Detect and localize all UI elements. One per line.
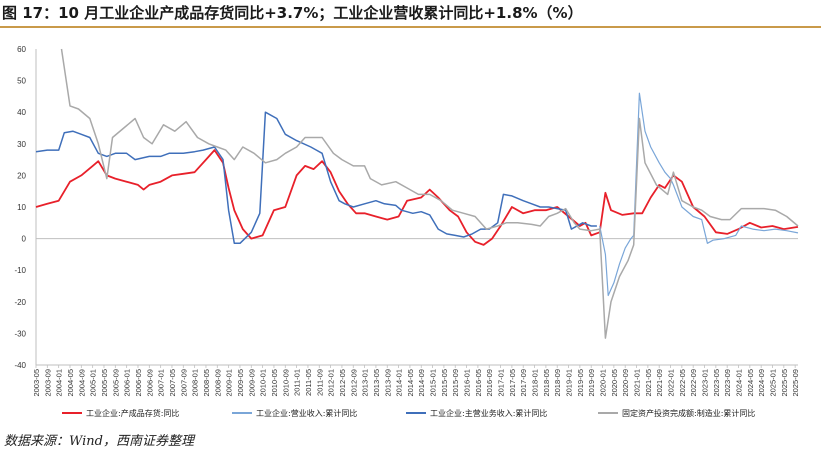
x-tick-label: 2019-01 — [565, 369, 574, 397]
series-line-1 — [35, 149, 799, 246]
series-line-4 — [60, 48, 799, 339]
y-tick-label: 20 — [17, 171, 26, 180]
x-tick-label: 2013-09 — [383, 369, 392, 397]
x-tick-label: 2017-01 — [497, 369, 506, 397]
x-tick-label: 2019-09 — [587, 369, 596, 397]
x-tick-label: 2021-05 — [644, 369, 653, 397]
x-tick-label: 2007-09 — [179, 369, 188, 397]
x-tick-label: 2013-05 — [372, 369, 381, 397]
x-tick-label: 2015-01 — [429, 369, 438, 397]
x-tick-label: 2024-01 — [735, 369, 744, 397]
x-tick-label: 2025-09 — [791, 369, 800, 397]
y-tick-label: -40 — [14, 361, 26, 370]
x-tick-label: 2022-01 — [667, 369, 676, 397]
x-tick-label: 2014-05 — [406, 369, 415, 397]
x-tick-label: 2008-09 — [213, 369, 222, 397]
x-tick-label: 2008-01 — [191, 369, 200, 397]
y-tick-label: 50 — [17, 77, 26, 86]
x-tick-label: 2015-09 — [451, 369, 460, 397]
x-tick-label: 2005-05 — [100, 369, 109, 397]
x-tick-label: 2006-05 — [134, 369, 143, 397]
x-tick-label: 2007-01 — [157, 369, 166, 397]
legend-label-3: 工业企业:主营业务收入:累计同比 — [430, 408, 547, 418]
x-tick-label: 2003-09 — [43, 369, 52, 397]
x-tick-label: 2008-05 — [202, 369, 211, 397]
x-tick-label: 2009-01 — [225, 369, 234, 397]
x-tick-label: 2010-01 — [259, 369, 268, 397]
x-tick-label: 2004-09 — [77, 369, 86, 397]
x-tick-label: 2014-01 — [395, 369, 404, 397]
x-tick-label: 2022-05 — [678, 369, 687, 397]
x-tick-label: 2023-05 — [712, 369, 721, 397]
x-tick-label: 2010-05 — [270, 369, 279, 397]
y-tick-label: 40 — [17, 108, 26, 117]
x-tick-label: 2020-09 — [621, 369, 630, 397]
x-tick-label: 2012-01 — [327, 369, 336, 397]
y-tick-label: 60 — [17, 45, 26, 54]
legend-label-1: 工业企业:产成品存货:同比 — [86, 408, 179, 418]
x-tick-label: 2024-05 — [746, 369, 755, 397]
x-tick-label: 2018-09 — [553, 369, 562, 397]
x-tick-label: 2025-05 — [780, 369, 789, 397]
x-tick-label: 2009-05 — [236, 369, 245, 397]
x-tick-label: 2004-05 — [66, 369, 75, 397]
x-tick-label: 2021-01 — [633, 369, 642, 397]
x-tick-label: 2023-09 — [723, 369, 732, 397]
x-tick-label: 2020-05 — [610, 369, 619, 397]
x-tick-label: 2022-09 — [689, 369, 698, 397]
x-tick-label: 2006-09 — [145, 369, 154, 397]
x-tick-label: 2019-05 — [576, 369, 585, 397]
x-tick-label: 2011-01 — [293, 369, 302, 396]
source-note: 数据来源：Wind，西南证券整理 — [4, 434, 194, 449]
x-tick-label: 2006-01 — [123, 369, 132, 397]
x-tick-label: 2023-01 — [701, 369, 710, 397]
x-tick-label: 2013-01 — [361, 369, 370, 397]
series-line-2 — [599, 92, 799, 297]
x-tick-label: 2003-05 — [32, 369, 41, 397]
legend-label-2: 工业企业:营业收入:累计同比 — [256, 408, 357, 418]
x-tick-label: 2011-05 — [304, 369, 313, 396]
x-tick-label: 2010-09 — [281, 369, 290, 397]
x-tick-label: 2016-05 — [474, 369, 483, 397]
x-tick-label: 2017-05 — [508, 369, 517, 397]
series-line-3 — [35, 111, 597, 245]
x-tick-label: 2009-09 — [247, 369, 256, 397]
y-tick-label: -30 — [14, 329, 26, 338]
y-tick-label: 10 — [17, 203, 26, 212]
y-tick-label: -20 — [14, 298, 26, 307]
x-tick-label: 2005-09 — [111, 369, 120, 397]
x-tick-label: 2004-01 — [55, 369, 64, 397]
x-tick-label: 2024-09 — [757, 369, 766, 397]
x-tick-label: 2017-09 — [519, 369, 528, 397]
x-tick-label: 2018-05 — [542, 369, 551, 397]
x-tick-label: 2021-09 — [655, 369, 664, 397]
y-tick-label: -10 — [14, 266, 26, 275]
x-tick-label: 2020-01 — [599, 369, 608, 397]
y-tick-label: 30 — [17, 140, 26, 149]
x-tick-label: 2016-09 — [485, 369, 494, 397]
x-tick-label: 2014-09 — [417, 369, 426, 397]
y-tick-label: 0 — [22, 235, 27, 244]
x-tick-label: 2025-01 — [769, 369, 778, 397]
x-tick-label: 2016-01 — [463, 369, 472, 397]
x-tick-label: 2018-01 — [531, 369, 540, 397]
legend-label-4: 固定资产投资完成额:制造业:累计同比 — [622, 408, 755, 418]
x-tick-label: 2012-09 — [349, 369, 358, 397]
x-tick-label: 2005-01 — [89, 369, 98, 397]
chart-title: 图 17：10 月工业企业产成品存货同比+3.7%；工业企业营收累计同比+1.8… — [0, 0, 821, 28]
x-tick-label: 2007-05 — [168, 369, 177, 397]
x-tick-label: 2015-05 — [440, 369, 449, 397]
x-tick-label: 2011-09 — [315, 369, 324, 396]
x-tick-label: 2012-05 — [338, 369, 347, 397]
